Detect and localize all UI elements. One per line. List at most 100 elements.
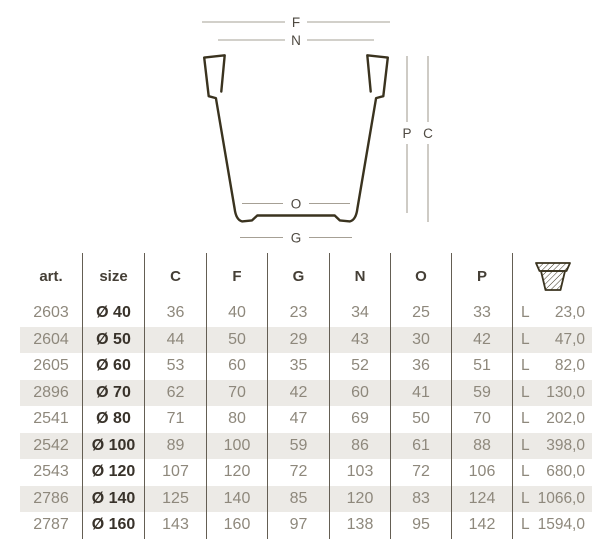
cell-volume: L 680,0 [513, 459, 592, 486]
cell-volume: L 398,0 [513, 432, 592, 459]
cell-p: 33 [452, 300, 513, 327]
cell-f: 120 [207, 459, 268, 486]
dim-label-g: G [291, 231, 302, 246]
cell-g: 29 [268, 326, 330, 353]
cell-n: 34 [330, 300, 391, 327]
cell-g: 35 [268, 353, 330, 380]
cell-size: Ø 120 [83, 459, 145, 486]
column-header-art: art. [20, 253, 83, 300]
cell-o: 50 [391, 406, 452, 433]
cell-f: 60 [207, 353, 268, 380]
cell-p: 124 [452, 485, 513, 512]
cell-c: 71 [145, 406, 207, 433]
column-header-g: G [268, 253, 330, 300]
cell-g: 23 [268, 300, 330, 327]
column-header-p: P [452, 253, 513, 300]
cell-g: 42 [268, 379, 330, 406]
cell-g: 47 [268, 406, 330, 433]
cell-art: 2542 [20, 432, 83, 459]
cell-c: 107 [145, 459, 207, 486]
cell-o: 41 [391, 379, 452, 406]
volume-unit: L [521, 463, 530, 481]
cell-n: 43 [330, 326, 391, 353]
cell-n: 52 [330, 353, 391, 380]
cell-c: 36 [145, 300, 207, 327]
cell-n: 60 [330, 379, 391, 406]
cell-n: 138 [330, 512, 391, 539]
cell-g: 97 [268, 512, 330, 539]
cell-o: 30 [391, 326, 452, 353]
dim-label-o: O [291, 197, 302, 212]
cell-c: 53 [145, 353, 207, 380]
volume-value: 23,0 [554, 304, 585, 322]
cell-art: 2786 [20, 485, 83, 512]
cell-f: 70 [207, 379, 268, 406]
cell-size: Ø 50 [83, 326, 145, 353]
cell-p: 70 [452, 406, 513, 433]
cell-p: 42 [452, 326, 513, 353]
cell-g: 72 [268, 459, 330, 486]
volume-unit: L [521, 436, 530, 454]
cell-n: 120 [330, 485, 391, 512]
cell-art: 2603 [20, 300, 83, 327]
cell-f: 100 [207, 432, 268, 459]
cell-o: 36 [391, 353, 452, 380]
cell-p: 142 [452, 512, 513, 539]
cell-size: Ø 80 [83, 406, 145, 433]
cell-art: 2787 [20, 512, 83, 539]
cell-volume: L 1066,0 [513, 485, 592, 512]
volume-value: 398,0 [546, 436, 585, 454]
spec-table: art. size C F G N O P 2603 Ø 40 36 40 23 34 25… [20, 253, 592, 539]
cell-n: 86 [330, 432, 391, 459]
cell-f: 80 [207, 406, 268, 433]
volume-value: 47,0 [554, 330, 585, 348]
cell-g: 59 [268, 432, 330, 459]
volume-unit: L [521, 383, 530, 401]
volume-unit: L [521, 330, 530, 348]
cell-size: Ø 70 [83, 379, 145, 406]
volume-unit: L [521, 410, 530, 428]
volume-unit: L [521, 304, 530, 322]
cell-art: 2896 [20, 379, 83, 406]
cell-n: 103 [330, 459, 391, 486]
cell-volume: L 130,0 [513, 379, 592, 406]
cell-size: Ø 160 [83, 512, 145, 539]
cell-size: Ø 60 [83, 353, 145, 380]
cell-volume: L 1594,0 [513, 512, 592, 539]
cell-art: 2541 [20, 406, 83, 433]
cell-p: 59 [452, 379, 513, 406]
cell-o: 95 [391, 512, 452, 539]
volume-value: 1594,0 [537, 516, 585, 534]
cell-art: 2604 [20, 326, 83, 353]
cell-art: 2605 [20, 353, 83, 380]
column-header-c: C [145, 253, 207, 300]
pot-volume-icon [534, 262, 571, 291]
cell-art: 2543 [20, 459, 83, 486]
cell-c: 62 [145, 379, 207, 406]
column-header-volume [513, 253, 592, 300]
cell-f: 160 [207, 512, 268, 539]
cell-o: 61 [391, 432, 452, 459]
volume-unit: L [521, 357, 530, 375]
column-header-f: F [207, 253, 268, 300]
cell-g: 85 [268, 485, 330, 512]
column-header-o: O [391, 253, 452, 300]
dim-label-c: C [423, 126, 433, 141]
volume-value: 130,0 [546, 383, 585, 401]
cell-p: 88 [452, 432, 513, 459]
cell-o: 83 [391, 485, 452, 512]
cell-size: Ø 100 [83, 432, 145, 459]
dimension-lines [202, 21, 429, 239]
volume-value: 202,0 [546, 410, 585, 428]
volume-value: 1066,0 [537, 489, 585, 507]
dim-label-f: F [292, 15, 300, 30]
cell-size: Ø 140 [83, 485, 145, 512]
pot-cross-section-diagram: F N O G P C [202, 15, 433, 246]
cell-c: 125 [145, 485, 207, 512]
dim-label-n: N [291, 33, 301, 48]
cell-p: 106 [452, 459, 513, 486]
cell-p: 51 [452, 353, 513, 380]
cell-volume: L 82,0 [513, 353, 592, 380]
cell-c: 143 [145, 512, 207, 539]
